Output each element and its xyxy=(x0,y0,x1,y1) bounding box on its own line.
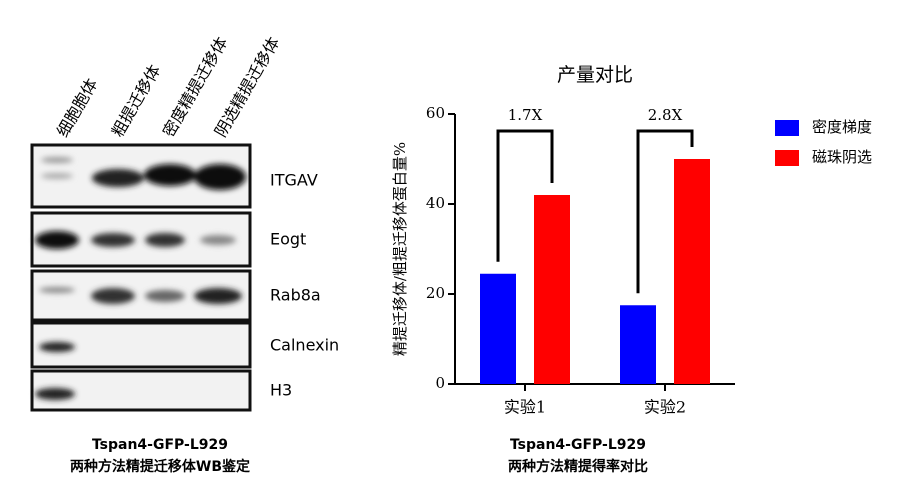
caption: Tspan4-GFP-L929 xyxy=(92,437,228,453)
bar xyxy=(674,159,710,384)
caption: 两种方法精提迁移体WB鉴定 xyxy=(70,458,250,475)
y-axis-label: 精提迁移体/粗提迁移体蛋白量% xyxy=(391,142,409,356)
band xyxy=(145,290,185,302)
band xyxy=(39,342,75,352)
band xyxy=(35,388,75,400)
band xyxy=(194,164,246,190)
western-blot xyxy=(30,143,252,412)
chart-title: 产量对比 xyxy=(557,64,633,86)
band xyxy=(41,173,73,179)
y-tick-label: 20 xyxy=(426,284,445,302)
band xyxy=(35,231,79,249)
bar xyxy=(534,195,570,384)
legend-swatch xyxy=(775,120,799,136)
bracket xyxy=(496,129,554,262)
protein-label: Calnexin xyxy=(270,336,339,355)
band xyxy=(200,235,236,245)
band xyxy=(39,287,75,293)
band xyxy=(145,233,185,247)
y-tick-label: 0 xyxy=(435,374,445,392)
bar xyxy=(620,305,656,384)
protein-label: ITGAV xyxy=(270,171,318,190)
band xyxy=(92,169,144,187)
caption: Tspan4-GFP-L929 xyxy=(510,437,646,453)
caption: 两种方法精提得率对比 xyxy=(508,458,648,475)
lane-label: 粗提迁移体 xyxy=(108,61,164,140)
protein-label: H3 xyxy=(270,381,292,400)
protein-label: Eogt xyxy=(270,230,306,249)
band xyxy=(41,157,73,163)
annotation: 2.8X xyxy=(648,106,683,124)
bracket xyxy=(636,129,694,294)
band xyxy=(194,288,242,304)
legend-label: 密度梯度 xyxy=(812,118,872,136)
legend-swatch xyxy=(775,150,799,166)
bar xyxy=(480,273,516,384)
legend-label: 磁珠阴选 xyxy=(812,148,872,166)
x-tick-label: 实验1 xyxy=(504,398,546,417)
band xyxy=(91,233,135,247)
y-tick-label: 60 xyxy=(426,104,445,122)
bands xyxy=(35,157,246,400)
band xyxy=(144,164,196,186)
y-tick-label: 40 xyxy=(426,194,445,212)
x-tick-label: 实验2 xyxy=(644,398,686,417)
lane-label: 细胞胞体 xyxy=(53,75,101,140)
protein-label: Rab8a xyxy=(270,286,321,305)
band xyxy=(91,288,135,304)
annotation: 1.7X xyxy=(508,106,543,124)
